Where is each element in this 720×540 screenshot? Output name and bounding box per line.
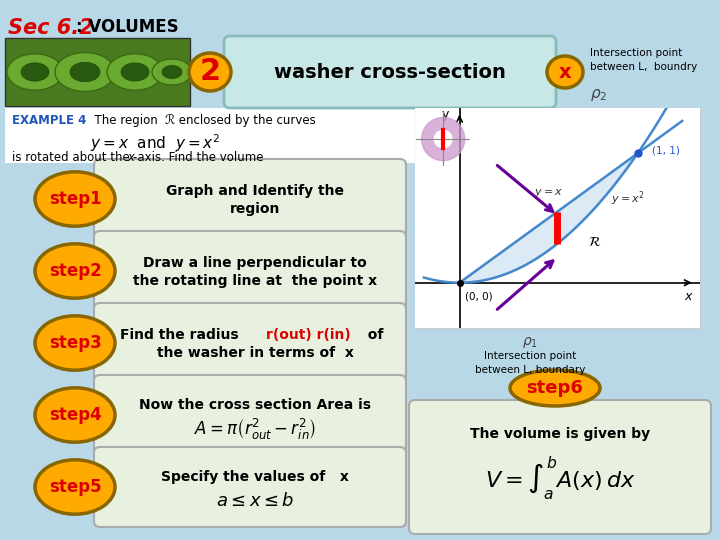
Text: the rotating line at  the point x: the rotating line at the point x <box>133 274 377 288</box>
Ellipse shape <box>547 56 583 88</box>
Text: The region: The region <box>87 114 161 127</box>
Ellipse shape <box>35 244 115 298</box>
Ellipse shape <box>7 54 63 90</box>
Text: x: x <box>684 291 691 303</box>
Text: step3: step3 <box>49 334 102 352</box>
Ellipse shape <box>152 59 192 85</box>
Bar <box>415 108 700 328</box>
Bar <box>5 38 190 106</box>
Ellipse shape <box>35 316 115 370</box>
Text: ℛ: ℛ <box>165 114 175 127</box>
Text: of: of <box>358 328 383 342</box>
Text: x: x <box>559 63 571 82</box>
Text: is rotated about the: is rotated about the <box>12 151 133 164</box>
FancyBboxPatch shape <box>94 159 406 239</box>
FancyBboxPatch shape <box>224 36 556 108</box>
Text: enclosed by the curves: enclosed by the curves <box>175 114 316 127</box>
Text: y: y <box>441 108 449 121</box>
FancyBboxPatch shape <box>94 375 406 455</box>
Ellipse shape <box>35 172 115 226</box>
Ellipse shape <box>55 52 115 91</box>
Ellipse shape <box>510 370 600 406</box>
Ellipse shape <box>121 63 149 81</box>
Text: The volume is given by: The volume is given by <box>470 427 650 441</box>
Text: EXAMPLE 4: EXAMPLE 4 <box>12 114 86 127</box>
Text: $y = x$  and  $y = x^2$: $y = x$ and $y = x^2$ <box>90 132 220 154</box>
Text: $V = \int_a^b A(x)\,dx$: $V = \int_a^b A(x)\,dx$ <box>485 454 635 502</box>
Text: Specify the values of   x: Specify the values of x <box>161 470 349 484</box>
Text: $\mathcal{R}$: $\mathcal{R}$ <box>588 235 601 249</box>
Text: Intersection point
between L,  boundry: Intersection point between L, boundry <box>590 48 697 72</box>
Ellipse shape <box>107 54 163 90</box>
Text: step4: step4 <box>49 406 102 424</box>
Text: (0, 0): (0, 0) <box>465 292 492 302</box>
Text: -axis. Find the volume: -axis. Find the volume <box>133 151 264 164</box>
Bar <box>5 108 415 163</box>
Text: region: region <box>230 202 280 216</box>
Text: 2: 2 <box>199 57 220 86</box>
Text: Draw a line perpendicular to: Draw a line perpendicular to <box>143 256 367 270</box>
Text: : VOLUMES: : VOLUMES <box>76 18 179 36</box>
FancyBboxPatch shape <box>94 303 406 383</box>
Text: $y = x^2$: $y = x^2$ <box>611 190 644 208</box>
Text: step5: step5 <box>49 478 102 496</box>
Circle shape <box>434 130 452 148</box>
Text: r(out) r(in): r(out) r(in) <box>266 328 351 342</box>
Ellipse shape <box>35 460 115 514</box>
Text: Intersection point
between L, boundary: Intersection point between L, boundary <box>474 351 585 375</box>
FancyBboxPatch shape <box>94 447 406 527</box>
Text: the washer in terms of  x: the washer in terms of x <box>156 346 354 360</box>
Text: Now the cross section Area is: Now the cross section Area is <box>139 398 371 412</box>
FancyBboxPatch shape <box>94 231 406 311</box>
Ellipse shape <box>162 65 182 78</box>
Text: $A = \pi \left( r_{out}^2 - r_{in}^2 \right)$: $A = \pi \left( r_{out}^2 - r_{in}^2 \ri… <box>194 416 316 442</box>
Text: washer cross-section: washer cross-section <box>274 63 506 82</box>
Text: Find the radius: Find the radius <box>120 328 248 342</box>
Text: step1: step1 <box>49 190 102 208</box>
FancyBboxPatch shape <box>409 400 711 534</box>
Circle shape <box>422 117 465 160</box>
Text: Sec 6.2: Sec 6.2 <box>8 18 94 38</box>
Text: step6: step6 <box>526 379 583 397</box>
Ellipse shape <box>189 53 231 91</box>
Text: x: x <box>127 151 134 164</box>
Text: Graph and Identify the: Graph and Identify the <box>166 184 344 198</box>
Text: $\rho_2$: $\rho_2$ <box>590 87 608 103</box>
Ellipse shape <box>70 62 100 82</box>
Text: $\rho_1$: $\rho_1$ <box>522 335 538 350</box>
Text: (1, 1): (1, 1) <box>652 146 680 156</box>
Text: $y = x$: $y = x$ <box>534 187 564 199</box>
Ellipse shape <box>35 388 115 442</box>
Text: $a \leq x \leq b$: $a \leq x \leq b$ <box>216 492 294 510</box>
Text: step2: step2 <box>49 262 102 280</box>
Ellipse shape <box>21 63 49 81</box>
